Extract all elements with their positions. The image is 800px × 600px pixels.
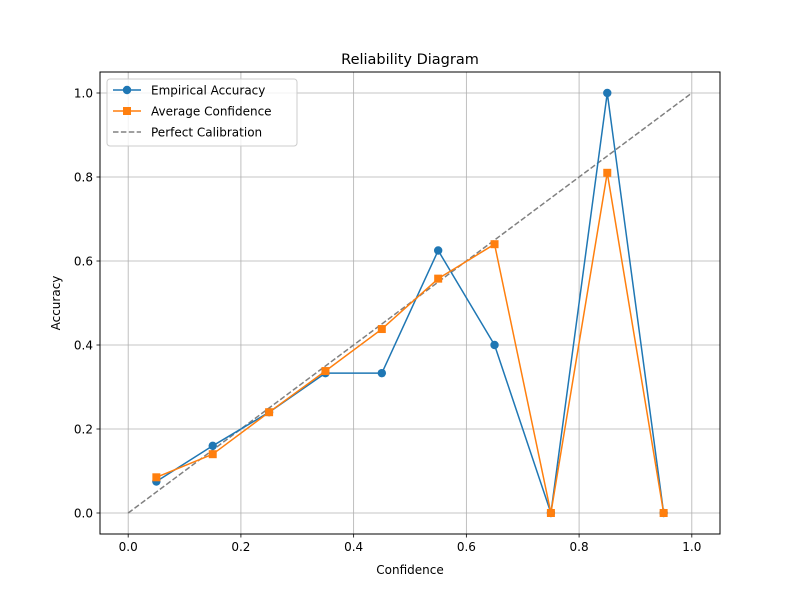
legend: Empirical Accuracy Average Confidence Perf… xyxy=(106,78,298,147)
average-confidence-line xyxy=(156,172,665,514)
average-confidence-point xyxy=(659,509,668,517)
x-tick-label: 0.4 xyxy=(344,540,363,554)
average-confidence-point xyxy=(434,274,443,283)
average-confidence-point xyxy=(265,408,274,417)
y-tick-label: 0.4 xyxy=(74,338,93,352)
legend-box xyxy=(106,78,298,147)
empirical-accuracy-line xyxy=(155,92,665,514)
average-confidence-point xyxy=(490,240,499,249)
plot-frame xyxy=(99,71,721,535)
average-confidence-point xyxy=(377,325,386,334)
legend-average-confidence-label: Average Confidence xyxy=(151,104,272,118)
plot-series xyxy=(127,88,693,518)
y-tick-label: 0.0 xyxy=(74,506,93,520)
average-confidence-point xyxy=(546,509,555,517)
legend-perfect-calibration-label: Perfect Calibration xyxy=(151,125,262,139)
empirical-accuracy-point xyxy=(603,88,612,98)
x-tick-label: 0.8 xyxy=(570,540,589,554)
axis-ticks: 0.0 0.2 0.4 0.6 0.8 1.0 0.0 0.2 0.4 0.6 0.8 1.0 xyxy=(74,86,701,554)
y-tick-label: 0.6 xyxy=(74,254,93,268)
chart-title: Reliability Diagram xyxy=(341,52,479,68)
empirical-accuracy-point xyxy=(433,246,443,255)
empirical-accuracy-point xyxy=(377,368,387,378)
empirical-accuracy-point xyxy=(490,340,499,350)
x-tick-label: 0.0 xyxy=(119,540,138,554)
y-axis-label: Accuracy xyxy=(49,276,63,331)
legend-empirical-accuracy-label: Empirical Accuracy xyxy=(151,83,265,97)
average-confidence-point xyxy=(152,473,161,482)
average-confidence-point xyxy=(321,367,330,376)
x-tick-label: 0.2 xyxy=(231,540,250,554)
grid-lines xyxy=(100,72,720,534)
y-tick-label: 0.8 xyxy=(74,170,93,184)
legend-average-confidence-marker xyxy=(123,107,131,115)
y-tick-label: 1.0 xyxy=(74,86,93,100)
x-tick-label: 1.0 xyxy=(682,540,701,554)
average-confidence-point xyxy=(208,450,217,459)
average-confidence-point xyxy=(603,168,612,177)
empirical-accuracy-point xyxy=(208,441,217,450)
x-tick-label: 0.6 xyxy=(457,540,476,554)
x-axis-label: Confidence xyxy=(376,563,443,577)
y-tick-label: 0.2 xyxy=(74,422,93,436)
legend-empirical-accuracy-marker xyxy=(122,85,132,95)
